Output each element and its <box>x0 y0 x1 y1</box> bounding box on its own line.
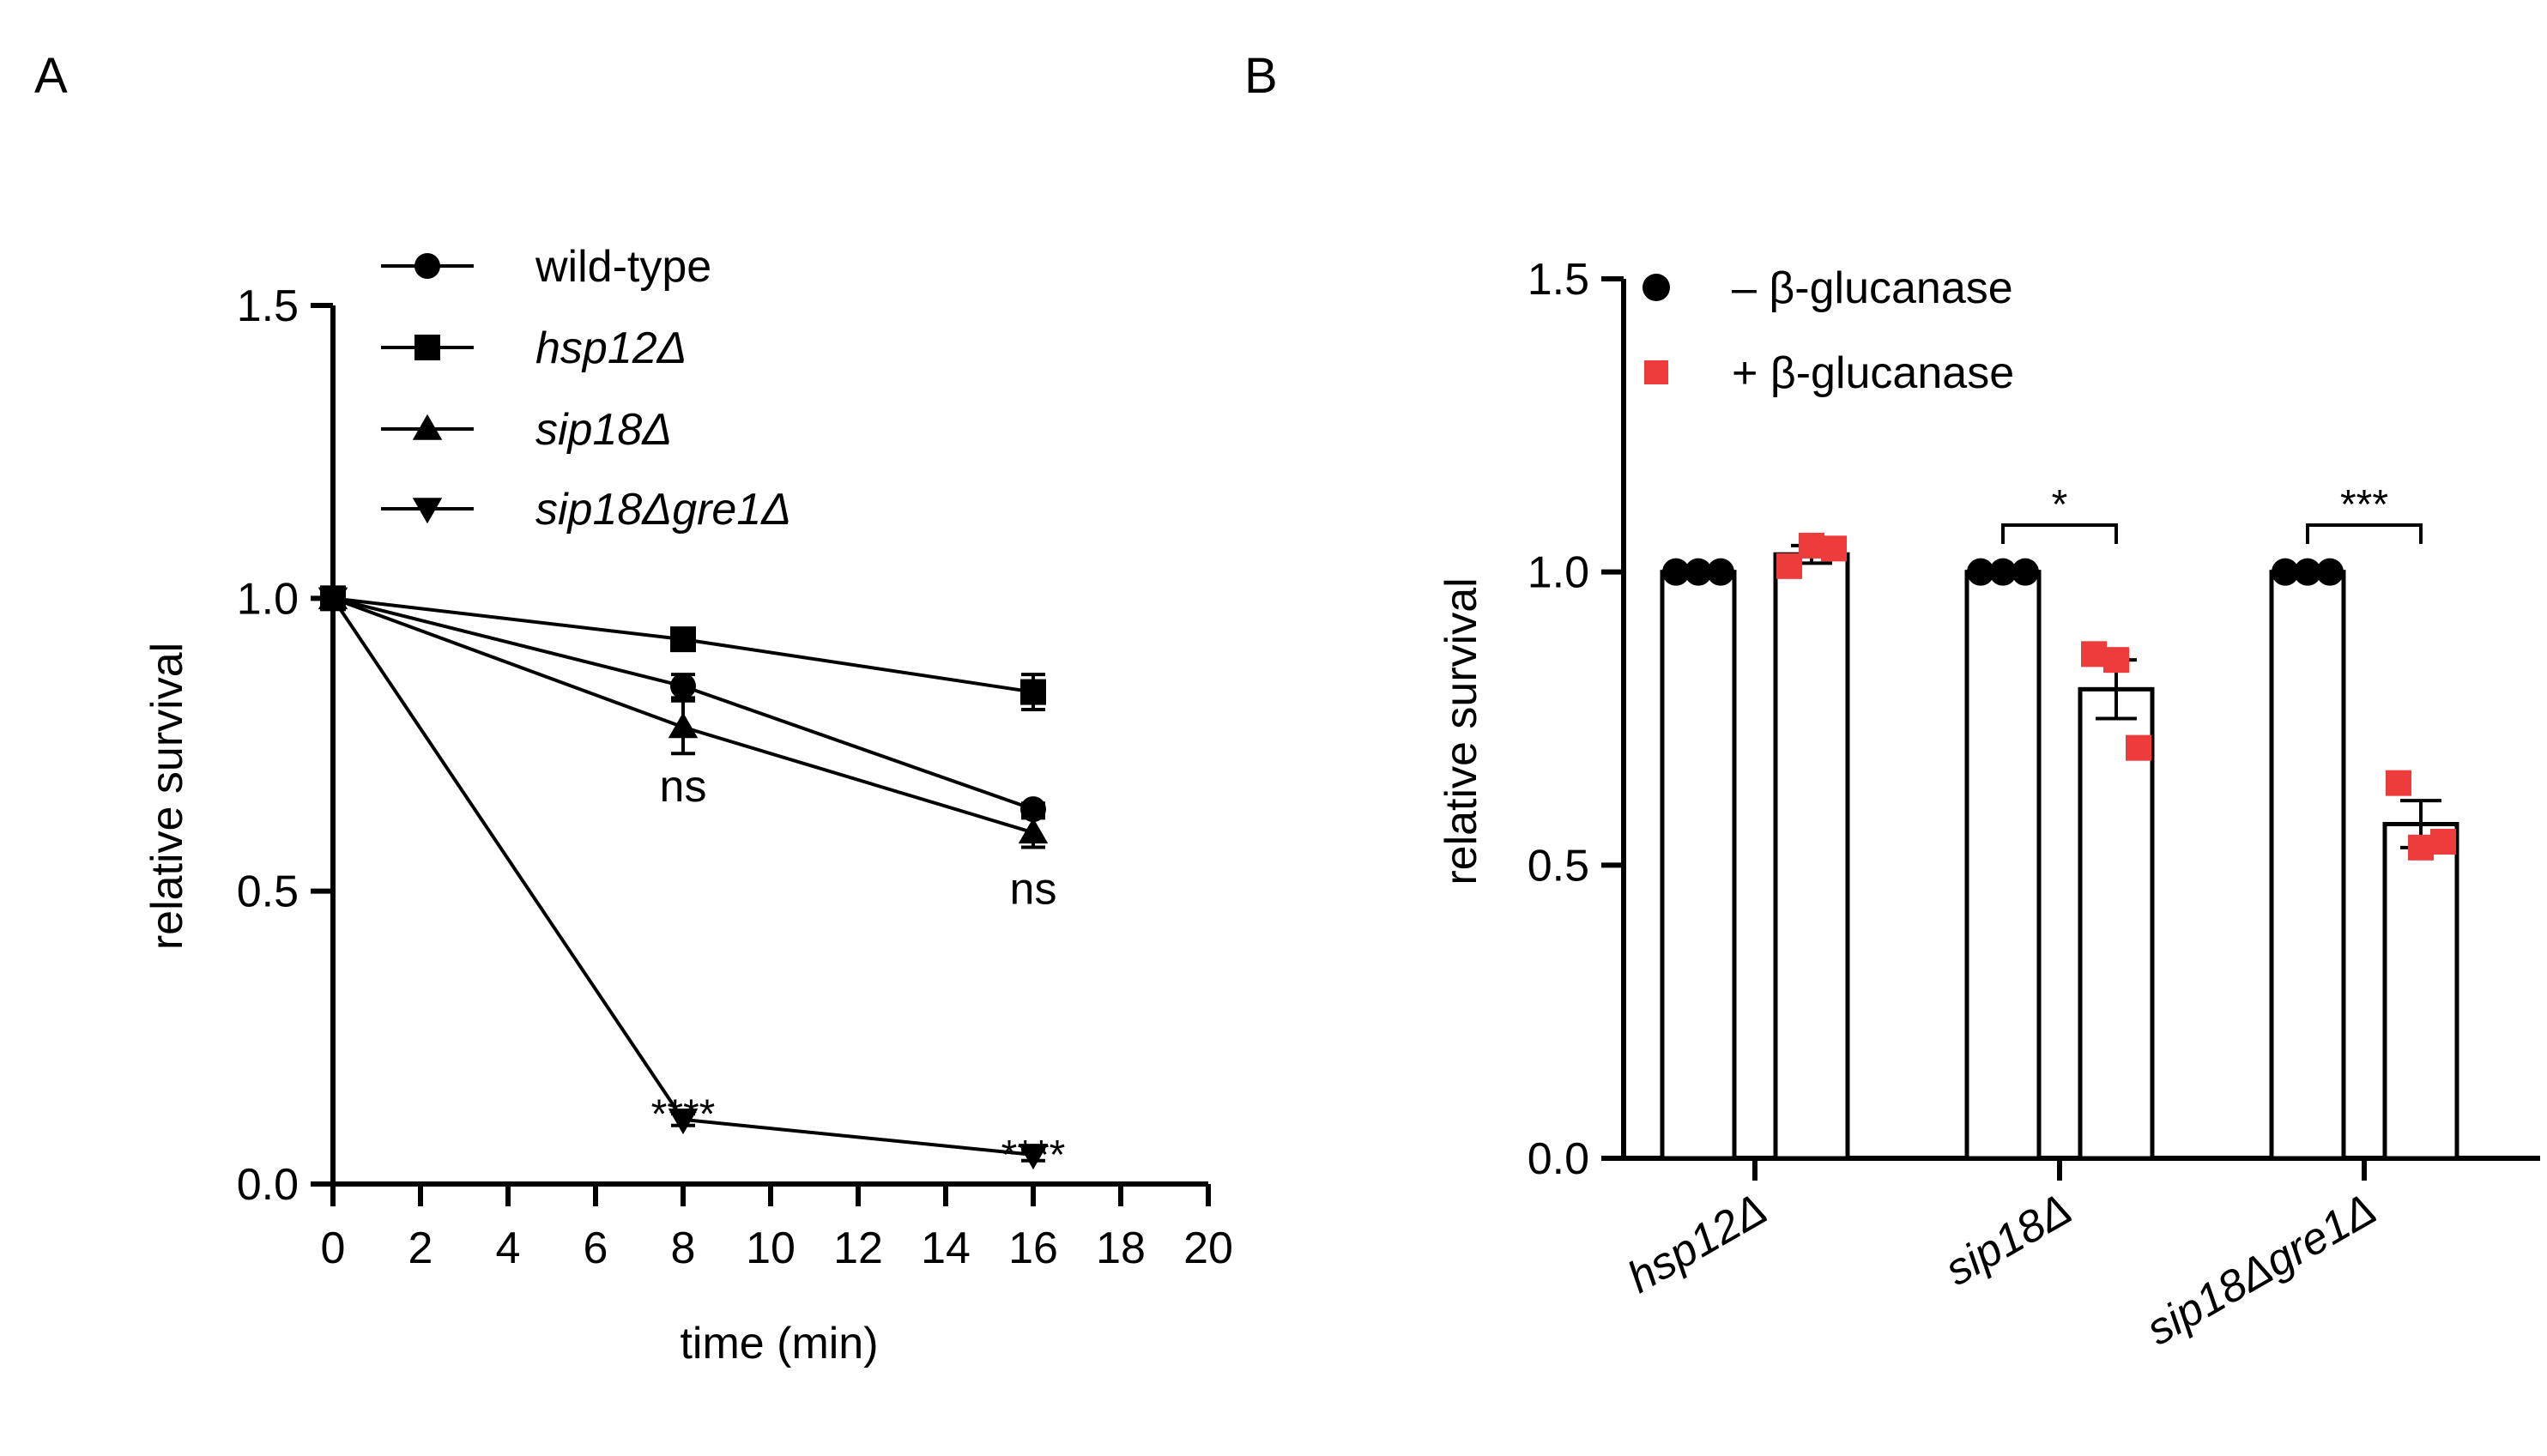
significance-stars: **** <box>1001 1133 1066 1178</box>
data-point-wild-type <box>670 673 696 699</box>
bar-hsp12-plus <box>1773 552 1850 1161</box>
data-point-sip18-gre1 <box>668 1109 699 1135</box>
replicate-point <box>1799 532 1824 559</box>
legend-marker-minus <box>1643 274 1670 301</box>
panel-a-line-chart: 0.0 0.5 1.0 1.5 0 2 4 6 8 10 12 14 16 18 20 time (min) r… <box>142 242 1233 1368</box>
panel-b-bar-chart: 0.0 0.5 1.0 1.5 relative survival hsp12Δ sip18… <box>1437 255 2540 1355</box>
legend-label-wild-type: wild-type <box>535 242 711 292</box>
x-tick-label-sip18: sip18Δ <box>1937 1184 2080 1296</box>
legend-label-sip18: sip18Δ <box>535 405 672 455</box>
replicate-point <box>2294 558 2321 586</box>
data-point-sip18-gre1 <box>1018 1144 1049 1170</box>
x-tick-label: 8 <box>671 1223 696 1273</box>
replicate-point <box>2408 834 2434 861</box>
data-point-sip18 <box>668 712 699 739</box>
replicate-point <box>1821 535 1847 562</box>
replicate-point <box>2430 829 2456 855</box>
bar-sip18-minus <box>1964 570 2042 1161</box>
y-tick-label: 1.0 <box>1528 548 1589 598</box>
replicate-point <box>2316 558 2344 586</box>
x-tick-label: 16 <box>1008 1223 1058 1273</box>
significance-ns: ns <box>660 762 707 812</box>
data-point-hsp12 <box>670 626 696 653</box>
legend-marker-plus <box>1644 360 1668 384</box>
bar-sip18-plus <box>2078 686 2155 1161</box>
data-point-sip18 <box>1018 818 1049 844</box>
replicate-point <box>2386 770 2411 796</box>
legend-marker-sip18-gre1 <box>412 498 443 524</box>
x-tick-label: 20 <box>1183 1223 1233 1273</box>
x-tick-label: 2 <box>408 1223 433 1273</box>
y-tick-label: 1.5 <box>1528 255 1589 305</box>
significance-stars: *** <box>2340 482 2388 528</box>
replicate-point <box>1776 553 1802 579</box>
legend-marker-sip18 <box>412 414 443 440</box>
replicate-point <box>1989 558 2017 586</box>
significance-bracket <box>2306 523 2423 544</box>
replicate-point <box>2272 558 2299 586</box>
replicate-point <box>2081 641 2107 668</box>
x-tick-label: 4 <box>496 1223 521 1273</box>
y-tick-label: 1.5 <box>237 281 299 331</box>
x-tick-label: 10 <box>746 1223 796 1273</box>
replicate-point <box>2103 647 2129 674</box>
significance-stars: * <box>2052 482 2068 528</box>
legend-marker-wild-type <box>414 253 440 279</box>
x-tick-label: 6 <box>584 1223 608 1273</box>
legend-label-hsp12: hsp12Δ <box>535 323 687 373</box>
replicate-point <box>1707 558 1734 586</box>
significance-stars: **** <box>651 1091 716 1137</box>
significance-bracket <box>2001 523 2118 544</box>
data-point-sip18-gre1 <box>318 587 348 613</box>
x-tick-label: 12 <box>833 1223 883 1273</box>
replicate-point <box>1685 558 1712 586</box>
replicate-point <box>2012 558 2039 586</box>
replicate-point <box>2126 734 2151 761</box>
legend-label-sip18-gre1: sip18Δgre1Δ <box>535 485 791 535</box>
replicate-point <box>1967 558 1994 586</box>
x-tick-label-sip18-gre1: sip18Δgre1Δ <box>2139 1184 2385 1355</box>
replicate-point <box>1662 558 1690 586</box>
y-tick-label: 0.0 <box>1528 1134 1589 1184</box>
data-point-hsp12 <box>1020 679 1046 705</box>
y-axis-title: relative survival <box>1437 577 1486 885</box>
panel-b-label: B <box>1244 48 1278 104</box>
bar-hsp12-minus <box>1660 570 1737 1161</box>
bar-sip18-gre1-plus <box>2382 822 2459 1161</box>
data-point-wild-type <box>1020 796 1046 823</box>
y-tick-label: 0.5 <box>237 867 299 917</box>
significance-ns: ns <box>1010 864 1057 914</box>
bar-sip18-gre1-minus <box>2269 570 2346 1161</box>
legend-label-minus-glucanase: – β-glucanase <box>1732 263 2013 313</box>
panel-a-label: A <box>34 48 68 104</box>
legend-label-plus-glucanase: + β-glucanase <box>1732 348 2014 398</box>
y-axis-title: relative survival <box>142 643 192 950</box>
legend-marker-hsp12 <box>414 335 440 360</box>
x-tick-label: 0 <box>321 1223 346 1273</box>
x-tick-label: 14 <box>921 1223 971 1273</box>
x-axis-title: time (min) <box>680 1319 878 1368</box>
x-tick-label: 18 <box>1096 1223 1146 1273</box>
y-tick-label: 1.0 <box>237 574 299 624</box>
y-tick-label: 0.5 <box>1528 841 1589 891</box>
y-tick-label: 0.0 <box>237 1160 299 1210</box>
x-tick-label-hsp12: hsp12Δ <box>1619 1184 1776 1303</box>
